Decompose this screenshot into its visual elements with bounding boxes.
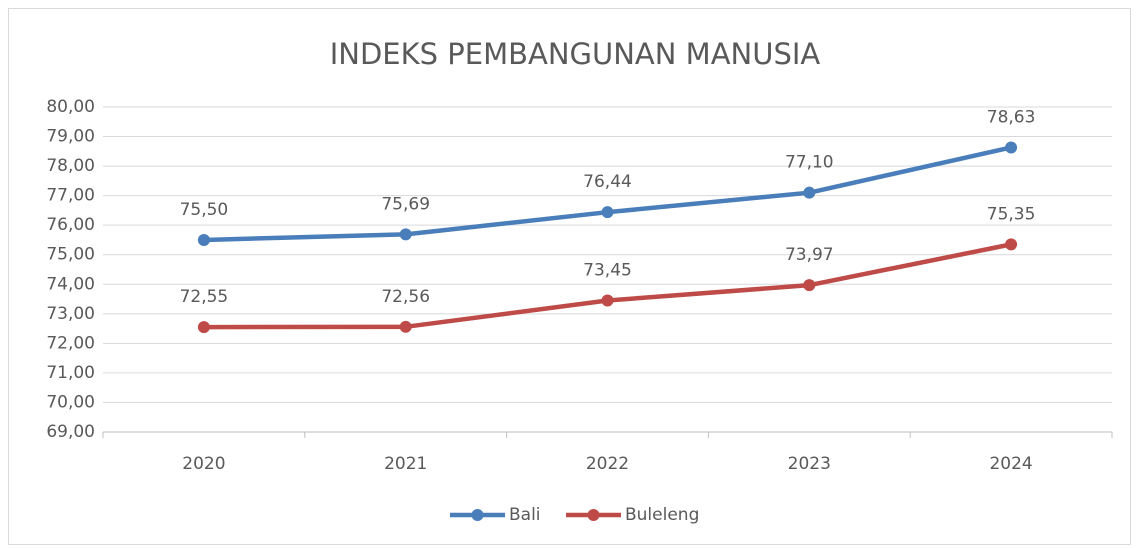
x-tick-label: 2020	[182, 454, 225, 474]
chart-title: INDEKS PEMBANGUNAN MANUSIA	[330, 37, 821, 71]
legend-marker	[587, 509, 600, 521]
data-label: 73,45	[583, 261, 632, 281]
y-tick-label: 70,00	[46, 392, 95, 412]
legend-label: Bali	[509, 505, 541, 525]
y-tick-label: 76,00	[46, 215, 95, 235]
y-tick-label: 74,00	[46, 274, 95, 294]
y-tick-label: 72,00	[46, 333, 95, 353]
chart-border	[8, 8, 1131, 545]
x-tick-label: 2022	[586, 454, 629, 474]
data-label: 72,56	[381, 287, 430, 307]
data-label: 72,55	[180, 287, 229, 307]
data-point	[197, 321, 210, 334]
y-tick-label: 75,00	[46, 245, 95, 265]
data-point	[803, 186, 816, 199]
data-label: 75,35	[987, 204, 1036, 224]
data-label: 76,44	[583, 172, 632, 192]
legend-marker	[471, 509, 484, 521]
data-point	[399, 228, 412, 241]
data-point	[803, 279, 816, 292]
data-label: 73,97	[785, 245, 834, 265]
data-label: 75,50	[180, 200, 229, 220]
y-tick-label: 80,00	[46, 97, 95, 117]
data-point	[1005, 238, 1018, 251]
data-point	[399, 320, 412, 333]
y-tick-label: 77,00	[46, 186, 95, 206]
data-label: 78,63	[987, 107, 1036, 127]
legend-label: Buleleng	[625, 505, 699, 525]
x-tick-label: 2023	[788, 454, 831, 474]
x-tick-label: 2021	[384, 454, 427, 474]
data-point	[197, 233, 210, 246]
y-tick-label: 79,00	[46, 127, 95, 147]
data-point	[601, 206, 614, 219]
x-tick-label: 2024	[989, 454, 1032, 474]
y-tick-label: 69,00	[46, 422, 95, 442]
data-label: 75,69	[381, 194, 430, 214]
data-point	[1005, 141, 1018, 154]
y-tick-label: 73,00	[46, 304, 95, 324]
data-label: 77,10	[785, 153, 834, 173]
y-tick-label: 71,00	[46, 363, 95, 383]
data-point	[601, 294, 614, 307]
y-tick-label: 78,00	[46, 156, 95, 176]
